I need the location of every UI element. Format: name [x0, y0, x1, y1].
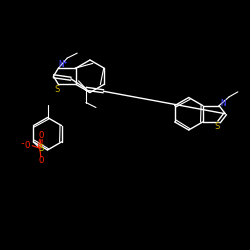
- Text: N: N: [220, 99, 226, 108]
- Text: O: O: [38, 131, 44, 140]
- Text: S: S: [54, 85, 60, 94]
- Text: O: O: [38, 156, 44, 165]
- Text: S: S: [214, 122, 219, 132]
- Text: N: N: [58, 60, 64, 69]
- Text: -: -: [20, 138, 26, 148]
- Text: S: S: [38, 144, 44, 152]
- Text: O: O: [25, 141, 30, 150]
- Text: +: +: [62, 59, 67, 65]
